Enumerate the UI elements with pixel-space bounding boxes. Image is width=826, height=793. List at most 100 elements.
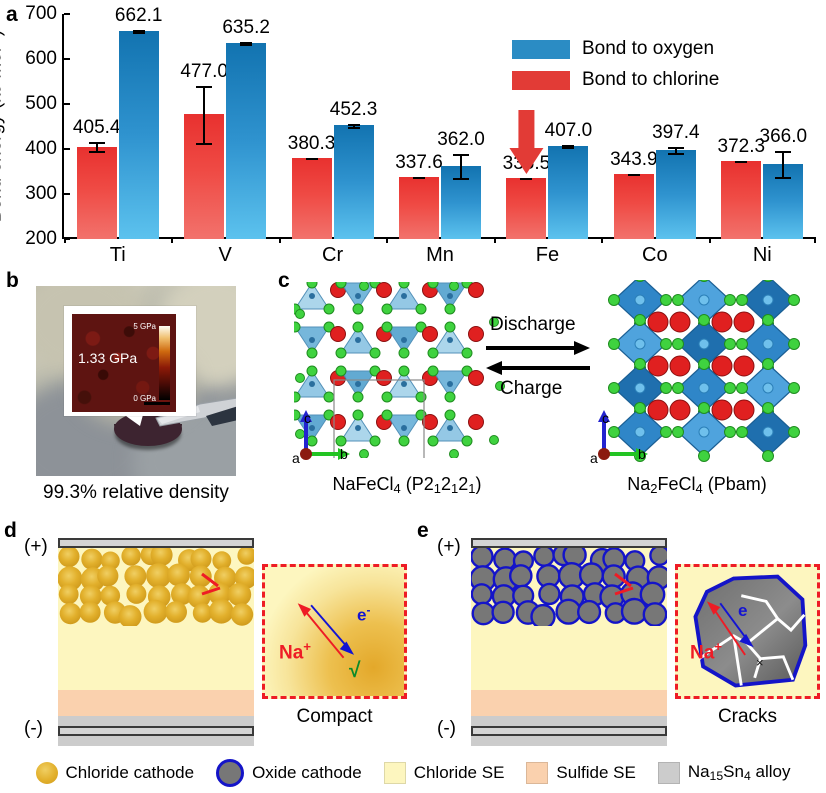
structure-nafecl4 — [294, 282, 505, 458]
fe-highlight-arrow — [509, 110, 544, 175]
error-bar-cap — [520, 178, 533, 181]
axis-label-b-left: b — [340, 446, 348, 462]
panel-a-bar-chart: a Bond energy (kJ mol-1) 200 300 400 500 600… — [0, 0, 826, 268]
panel-d-sulfide-se-layer — [58, 690, 254, 716]
panel-e-zoom-leader — [614, 572, 634, 596]
panel-d-zoom-leader — [201, 572, 221, 596]
panel-d-current-collector-bottom — [58, 726, 254, 736]
bar-value-label: 635.2 — [222, 17, 270, 39]
bar-fe-oxygen — [548, 145, 589, 239]
figure-legend-label-0: Chloride cathode — [65, 762, 195, 782]
axis-label-c-right: c — [602, 410, 609, 426]
figure-legend-item-0: Chloride cathode — [35, 761, 195, 784]
error-bar-cap — [627, 174, 640, 177]
figure-legend-swatch-3 — [526, 761, 549, 784]
structure-left-caption: NaFeCl4 (P212121) — [332, 474, 482, 497]
error-bar — [782, 151, 785, 178]
bar-value-label: 343.9 — [610, 149, 658, 171]
panel-c-letter: c — [278, 269, 290, 292]
y-tick-mark — [64, 148, 70, 150]
panel-e-current-collector-bottom — [471, 726, 667, 736]
bar-value-label: 407.0 — [544, 119, 593, 141]
bar-co-oxygen — [655, 150, 696, 239]
bar-value-label: 662.1 — [114, 5, 163, 27]
bar-value-label: 362.0 — [437, 129, 485, 151]
figure-legend-label-4: Na15Sn4 alloy — [687, 761, 791, 784]
x-tick-mark — [171, 237, 174, 243]
structure-right-caption: Na2FeCl4 (Pbam) — [627, 474, 767, 497]
error-bar-cap — [132, 31, 145, 34]
y-tick-mark — [64, 238, 70, 240]
figure-legend-label-2: Chloride SE — [413, 762, 505, 782]
panel-b-letter: b — [6, 269, 19, 292]
colorbar — [159, 326, 170, 400]
y-axis-label: Bond energy (kJ mol-1) — [0, 30, 6, 223]
panel-e-electron-label: e — [738, 601, 748, 620]
figure-legend-label-3: Sulfide SE — [556, 762, 636, 782]
bar-cr-chlorine — [291, 157, 332, 239]
figure-legend-label-1: Oxide cathode — [252, 762, 362, 782]
error-bar-cap — [667, 153, 684, 156]
x-tick-mark — [493, 237, 496, 243]
panel-e-oxide-cell: e (+) (-) — [413, 518, 826, 750]
figure-legend-item-3: Sulfide SE — [526, 761, 636, 784]
structure-na2fecl4 — [608, 280, 800, 462]
error-bar — [203, 85, 206, 144]
figure-legend-swatch-1 — [216, 758, 245, 787]
x-tick-label-ti: Ti — [109, 244, 126, 266]
legend-item-oxygen: Bond to oxygen — [512, 38, 812, 60]
panel-d-inset-caption: Compact — [296, 706, 373, 727]
error-bar-cap — [240, 42, 253, 45]
error-bar-cap — [735, 161, 748, 164]
panel-e-inset-box: Na+ e × — [675, 564, 820, 699]
error-bar-cap — [667, 147, 684, 150]
panel-d-cell-stack — [58, 538, 254, 746]
y-tick-label: 700 — [25, 3, 57, 24]
error-bar-cap — [196, 85, 213, 88]
panel-e-negative-terminal: (-) — [437, 718, 456, 739]
bar-co-chlorine — [613, 174, 654, 239]
bar-value-label: 477.0 — [180, 60, 228, 82]
discharge-label: Discharge — [490, 314, 576, 335]
panel-d-chloride-particles — [58, 548, 254, 626]
error-bar-cap — [562, 146, 575, 149]
error-bar-cap — [196, 143, 213, 146]
colorbar-max-label: 5 GPa — [133, 322, 156, 331]
bar-value-label: 380.3 — [287, 132, 336, 154]
x-tick-label-cr: Cr — [322, 244, 344, 266]
x-tick-mark — [814, 237, 816, 243]
discharge-charge-arrows — [486, 341, 590, 375]
error-bar-cap — [775, 177, 792, 180]
error-bar-cap — [240, 44, 253, 47]
panel-a-letter: a — [6, 3, 18, 26]
panel-e-current-collector-top — [471, 538, 667, 548]
y-tick-label: 200 — [25, 228, 57, 249]
legend-swatch-oxygen — [512, 39, 570, 59]
pellet-photograph: 1.33 GPa 5 GPa 0 GPa — [36, 286, 236, 476]
error-bar-cap — [88, 151, 105, 154]
panel-d-chloride-cell: d (+) (-) Na+ e- — [0, 518, 413, 750]
axis-triad-left — [300, 410, 350, 460]
bar-value-label: 372.3 — [717, 136, 766, 158]
figure-legend-item-4: Na15Sn4 alloy — [657, 761, 791, 784]
bar-ni-chlorine — [721, 161, 762, 239]
bar-value-label: 397.4 — [652, 122, 700, 144]
panel-d-inset-box: Na+ e- √ — [262, 564, 407, 699]
y-tick-mark — [64, 13, 70, 15]
panel-e-oxide-particles — [471, 548, 667, 626]
x-tick-mark — [601, 237, 604, 243]
panel-e-inset-caption: Cracks — [717, 706, 778, 727]
panel-d-letter: d — [4, 519, 17, 542]
error-bar-cap — [88, 142, 105, 145]
panel-d-status-mark: √ — [349, 659, 361, 682]
legend-item-chlorine: Bond to chlorine — [512, 69, 812, 91]
charge-label: Charge — [500, 378, 563, 399]
pressure-map-inset: 1.33 GPa 5 GPa 0 GPa — [64, 306, 196, 416]
figure-legend-item-1: Oxide cathode — [216, 758, 362, 787]
panel-e-cracked-particle — [693, 574, 808, 688]
panel-e-status-mark: × — [756, 655, 764, 670]
figure-legend-swatch-0 — [35, 761, 58, 784]
x-tick-label-mn: Mn — [426, 244, 454, 266]
error-bar-cap — [305, 157, 318, 160]
